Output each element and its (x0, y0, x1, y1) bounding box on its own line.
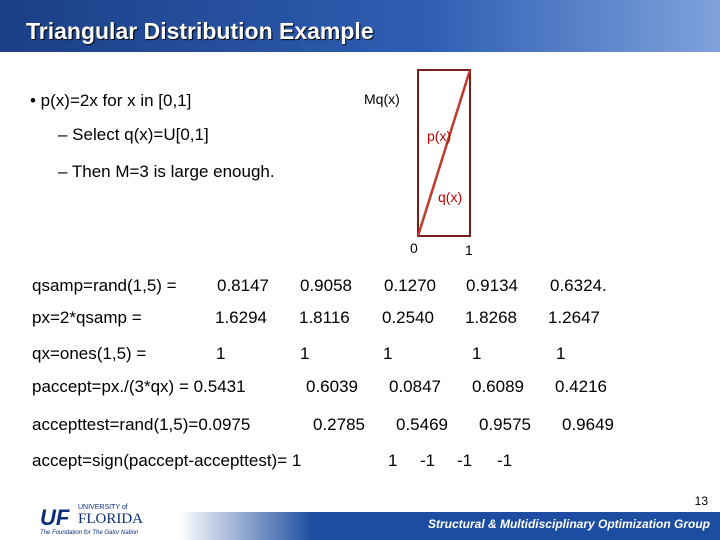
row-label: px=2*qsamp = (32, 308, 142, 327)
row-value: -1 (457, 451, 473, 470)
row-value: 0.0847 (389, 377, 441, 396)
diagram-label: 0 (410, 240, 418, 256)
row-value: 0.8147 (217, 276, 269, 295)
logo: The Foundation for The Gator Nation (40, 530, 139, 536)
sub-bullet: – Select q(x)=U[0,1] (58, 125, 209, 144)
row-value: 0.4216 (555, 377, 607, 396)
row-value: 0.9649 (562, 415, 614, 434)
logo: UNIVERSITY of (78, 504, 128, 511)
row-value: 1 (216, 344, 226, 363)
row-value: 0.2785 (313, 415, 365, 434)
row-value: 0.9058 (300, 276, 352, 295)
row-label: qx=ones(1,5) = (32, 344, 147, 363)
row-value: 1.6294 (215, 308, 267, 327)
diagram-label: q(x) (438, 189, 463, 205)
row-label: qsamp=rand(1,5) = (32, 276, 177, 295)
row-value: 1.8268 (465, 308, 517, 327)
row-value: 0.9134 (466, 276, 518, 295)
footer-text: Structural & Multidisciplinary Optimizat… (427, 517, 710, 531)
diagram-label: 1 (465, 242, 473, 258)
row-label: accept=sign(paccept-accepttest)= 1 (32, 451, 302, 470)
row-value: -1 (420, 451, 436, 470)
row-value: 1 (556, 344, 566, 363)
page-number: 13 (694, 494, 708, 508)
row-value: 0.6089 (472, 377, 524, 396)
slide-title: Triangular Distribution Example (26, 18, 374, 44)
logo: UF (40, 505, 70, 530)
mq-box (417, 69, 471, 237)
row-value: 0.6039 (306, 377, 358, 396)
row-value: -1 (497, 451, 513, 470)
title-bar (0, 0, 720, 52)
row-label: paccept=px./(3*qx) = 0.5431 (32, 377, 246, 396)
row-value: 0.9575 (479, 415, 531, 434)
row-value: 1 (472, 344, 482, 363)
diagram-label: p(x) (427, 128, 452, 144)
row-value: 1 (388, 451, 398, 470)
row-value: 0.6324. (550, 276, 607, 295)
row-value: 1.2647 (548, 308, 600, 327)
px-line (416, 69, 472, 237)
bullet: • p(x)=2x for x in [0,1] (30, 91, 192, 110)
row-label: accepttest=rand(1,5)=0.0975 (32, 415, 251, 434)
row-value: 1.8116 (299, 308, 350, 327)
diagram-label: Mq(x) (364, 91, 400, 107)
row-value: 0.2540 (382, 308, 434, 327)
row-value: 0.5469 (396, 415, 448, 434)
row-value: 1 (300, 344, 310, 363)
row-value: 1 (383, 344, 393, 363)
row-value: 0.1270 (384, 276, 436, 295)
footer-bar (178, 512, 720, 540)
logo: FLORIDA (78, 511, 144, 527)
sub-bullet: – Then M=3 is large enough. (58, 162, 275, 181)
